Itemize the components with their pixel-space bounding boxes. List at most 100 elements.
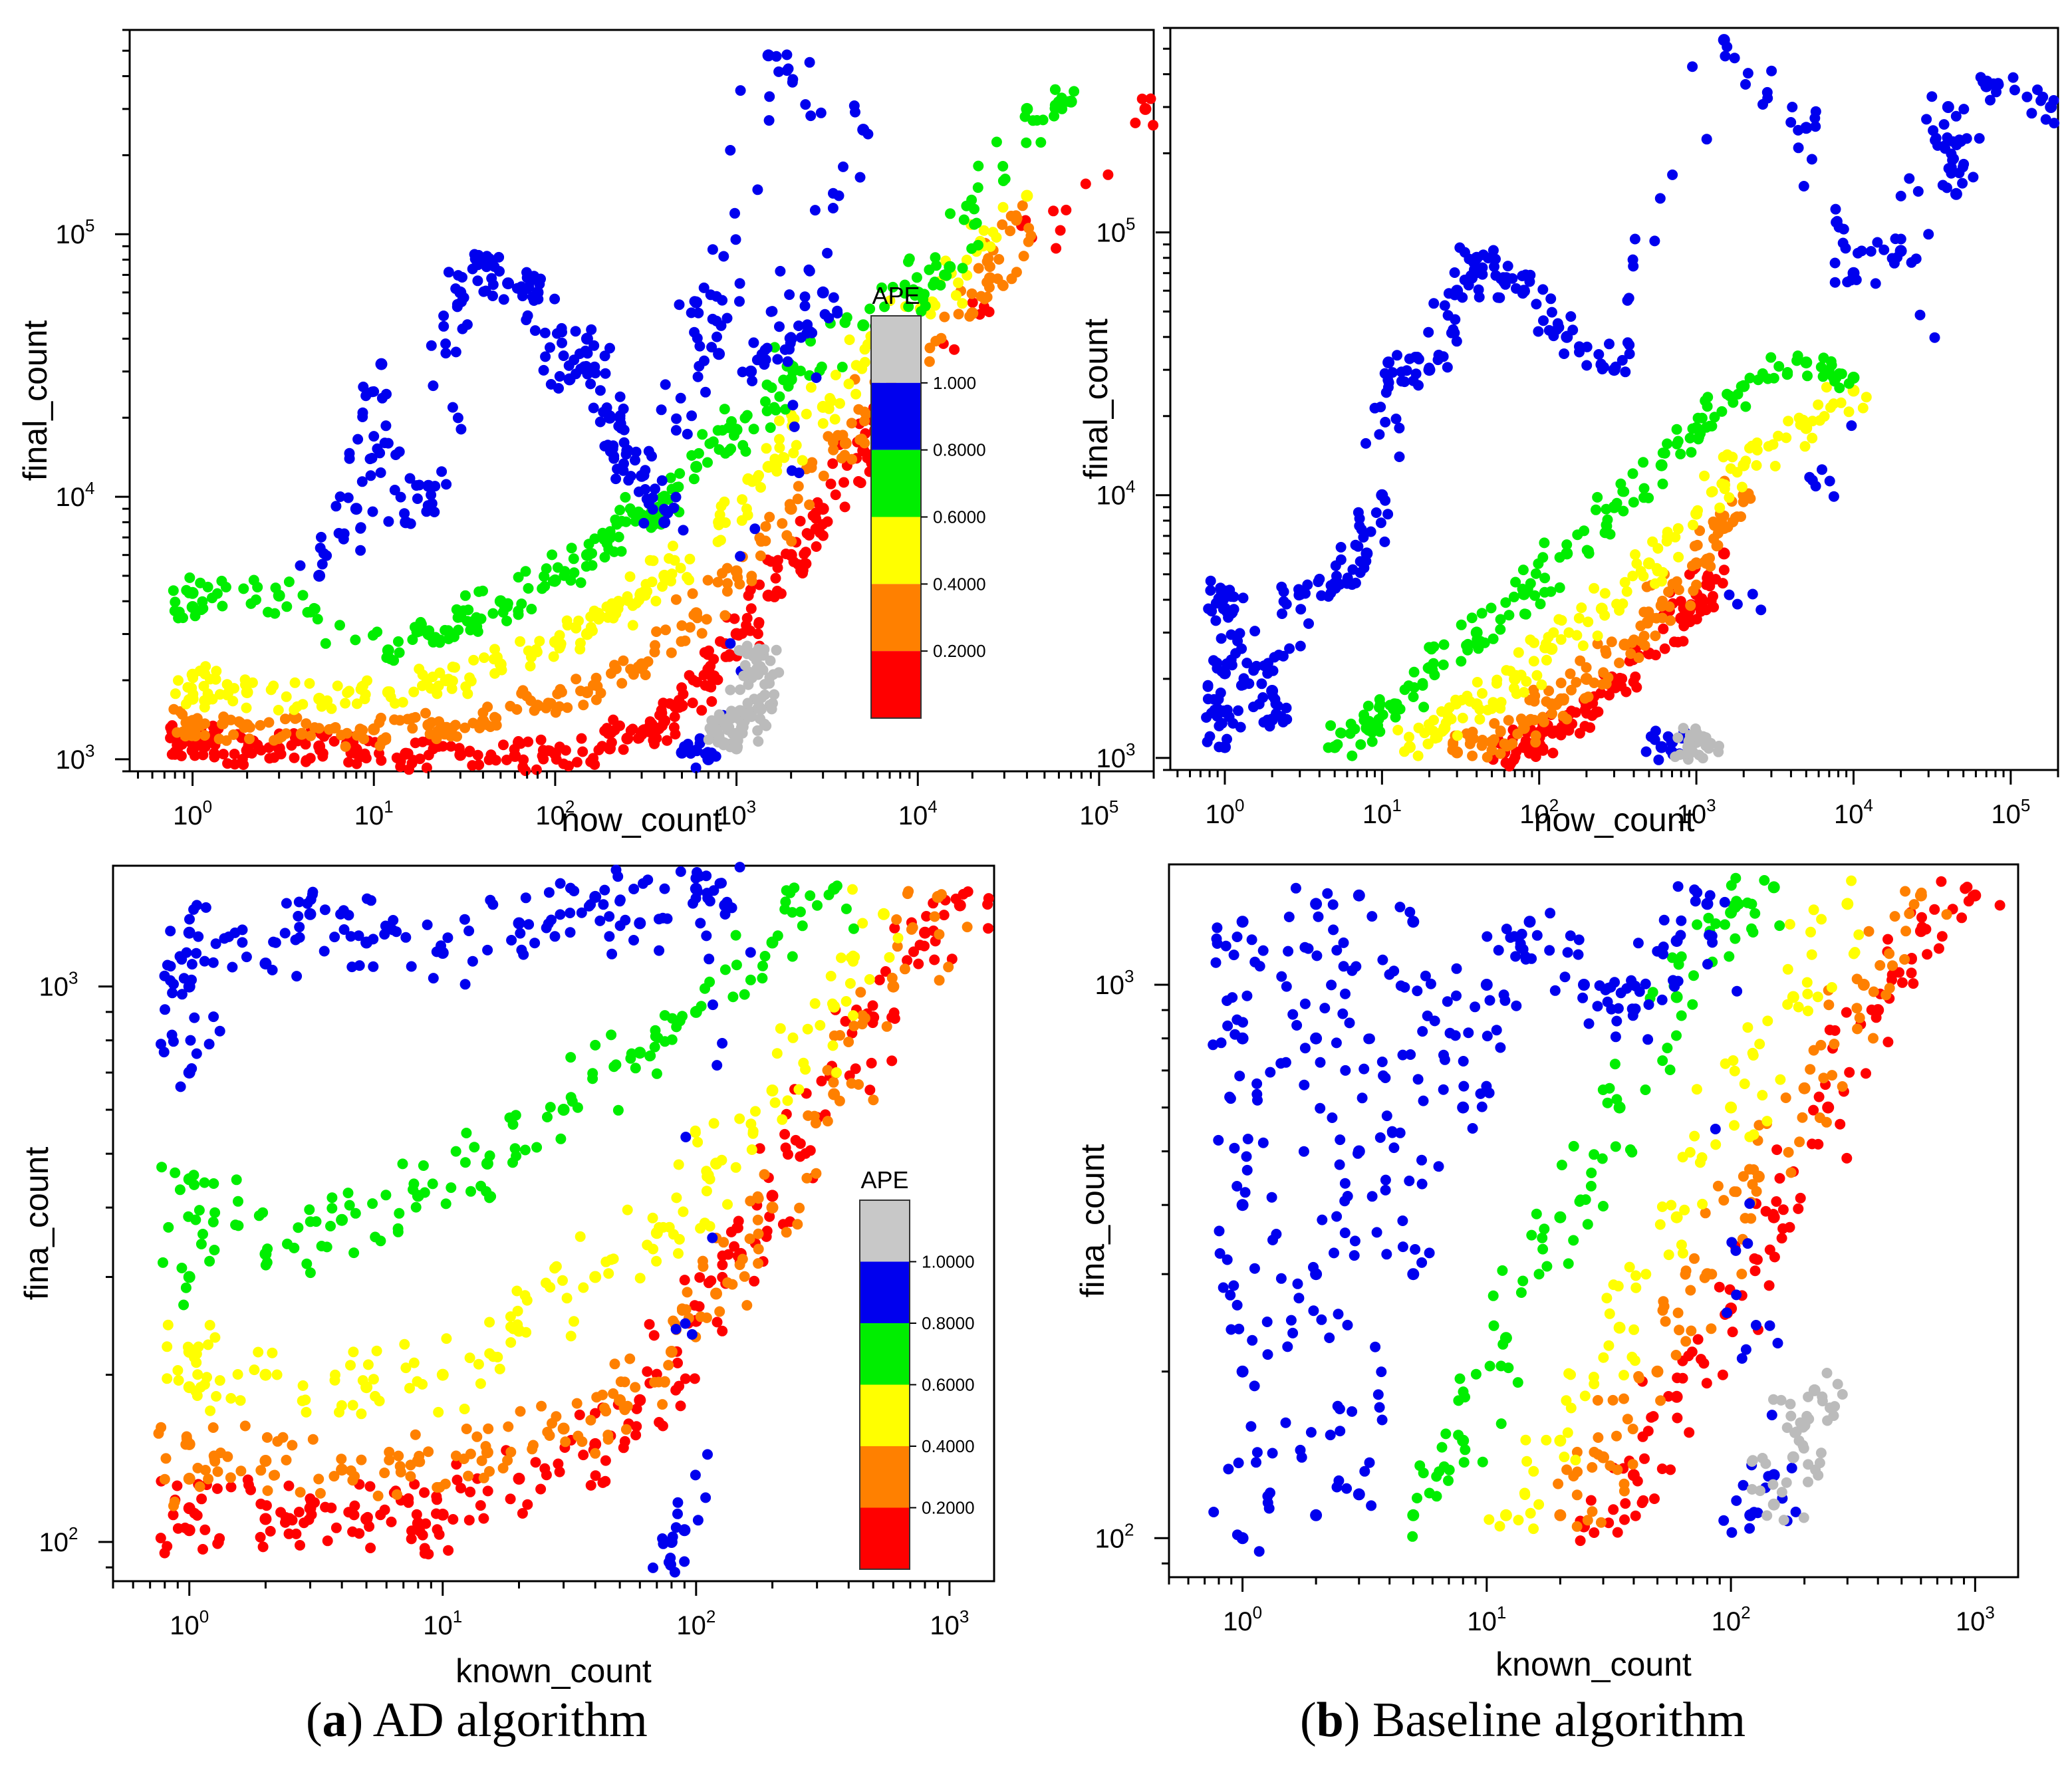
data-point bbox=[260, 1259, 271, 1271]
colorbar-segment bbox=[860, 1507, 910, 1569]
data-point bbox=[1438, 639, 1450, 650]
data-point bbox=[614, 505, 626, 516]
data-point bbox=[501, 615, 512, 626]
x-tick-base: 10 bbox=[898, 801, 928, 830]
data-point bbox=[1230, 648, 1241, 659]
data-point bbox=[1541, 1434, 1552, 1446]
data-point bbox=[725, 638, 736, 649]
data-point bbox=[571, 622, 581, 632]
data-point bbox=[679, 1275, 690, 1286]
data-point bbox=[1508, 591, 1519, 602]
data-point bbox=[1531, 1208, 1542, 1219]
data-point bbox=[475, 1500, 486, 1511]
data-point bbox=[1436, 706, 1447, 717]
data-point bbox=[216, 575, 227, 586]
data-point bbox=[650, 1031, 661, 1042]
data-point bbox=[1366, 1191, 1378, 1202]
data-point bbox=[1748, 1050, 1759, 1061]
data-point bbox=[966, 194, 977, 205]
y-axis-ticks bbox=[115, 29, 130, 773]
series-3 bbox=[1323, 350, 1860, 761]
data-point bbox=[690, 461, 703, 473]
data-point bbox=[1813, 399, 1824, 410]
data-point bbox=[241, 702, 252, 713]
data-point bbox=[427, 1178, 438, 1190]
data-point bbox=[407, 723, 418, 734]
data-point bbox=[498, 294, 509, 305]
colorbar-segment bbox=[871, 651, 921, 718]
data-point bbox=[1575, 1535, 1586, 1547]
data-point bbox=[515, 1406, 526, 1417]
data-point bbox=[676, 620, 688, 631]
data-point bbox=[197, 1544, 208, 1555]
data-point bbox=[1265, 1487, 1275, 1499]
data-point bbox=[1587, 1506, 1598, 1517]
data-point bbox=[1575, 1194, 1586, 1205]
data-point bbox=[295, 1540, 305, 1551]
data-point bbox=[1810, 106, 1821, 117]
data-point bbox=[1333, 1309, 1344, 1320]
data-point bbox=[1670, 751, 1681, 763]
data-point bbox=[1251, 660, 1262, 672]
data-point bbox=[375, 358, 388, 370]
data-point bbox=[744, 1233, 755, 1244]
data-point bbox=[203, 1039, 215, 1050]
data-point bbox=[717, 1325, 728, 1336]
data-point bbox=[1394, 451, 1405, 462]
data-point bbox=[1298, 1146, 1309, 1157]
data-point bbox=[816, 1075, 827, 1086]
data-point bbox=[793, 481, 804, 492]
data-point bbox=[1691, 1084, 1702, 1095]
data-point bbox=[375, 712, 386, 723]
data-point bbox=[756, 703, 767, 715]
data-point bbox=[1371, 1227, 1382, 1238]
data-point bbox=[505, 1337, 517, 1348]
data-point bbox=[419, 1187, 430, 1198]
caption-b: (b) Baseline algorithm bbox=[1300, 1693, 1746, 1747]
data-point bbox=[708, 654, 719, 665]
data-point bbox=[1630, 980, 1641, 991]
data-point bbox=[1310, 898, 1323, 910]
data-point bbox=[1704, 890, 1716, 901]
data-point bbox=[1516, 928, 1527, 940]
data-point bbox=[1347, 750, 1358, 761]
data-point bbox=[1714, 741, 1724, 751]
y-tick-label: 102 bbox=[39, 1523, 78, 1557]
data-point bbox=[719, 964, 731, 975]
data-point bbox=[603, 1268, 614, 1279]
data-point bbox=[446, 683, 457, 694]
data-point bbox=[1575, 655, 1586, 666]
data-point bbox=[1335, 1426, 1346, 1437]
data-point bbox=[1323, 742, 1334, 753]
data-point bbox=[410, 1202, 422, 1213]
data-point bbox=[1861, 1068, 1871, 1079]
data-point bbox=[1666, 1200, 1677, 1211]
y-tick-base: 10 bbox=[1095, 971, 1125, 1000]
data-point bbox=[1428, 641, 1440, 652]
data-point bbox=[1102, 169, 1114, 180]
data-point bbox=[1805, 1064, 1816, 1075]
data-point bbox=[507, 1119, 519, 1130]
data-point bbox=[433, 680, 444, 692]
data-point bbox=[1299, 1079, 1310, 1090]
x-tick-exp: 5 bbox=[2021, 795, 2030, 815]
data-point bbox=[656, 492, 668, 503]
data-point bbox=[1259, 660, 1269, 672]
data-point bbox=[843, 378, 854, 390]
data-point bbox=[367, 506, 378, 517]
data-point bbox=[712, 425, 723, 436]
data-point bbox=[1363, 725, 1374, 736]
data-point bbox=[616, 546, 627, 557]
data-point bbox=[1744, 1523, 1755, 1534]
data-point bbox=[1748, 1129, 1759, 1140]
x-axis-label: now_count bbox=[1534, 801, 1695, 838]
data-point bbox=[1494, 292, 1505, 303]
data-point bbox=[1329, 1247, 1339, 1259]
data-point bbox=[1718, 1515, 1730, 1526]
x-tick-exp: 3 bbox=[960, 1606, 969, 1626]
data-point bbox=[984, 261, 995, 272]
data-point bbox=[1651, 563, 1662, 574]
data-point bbox=[1220, 940, 1231, 951]
data-point bbox=[252, 582, 263, 592]
